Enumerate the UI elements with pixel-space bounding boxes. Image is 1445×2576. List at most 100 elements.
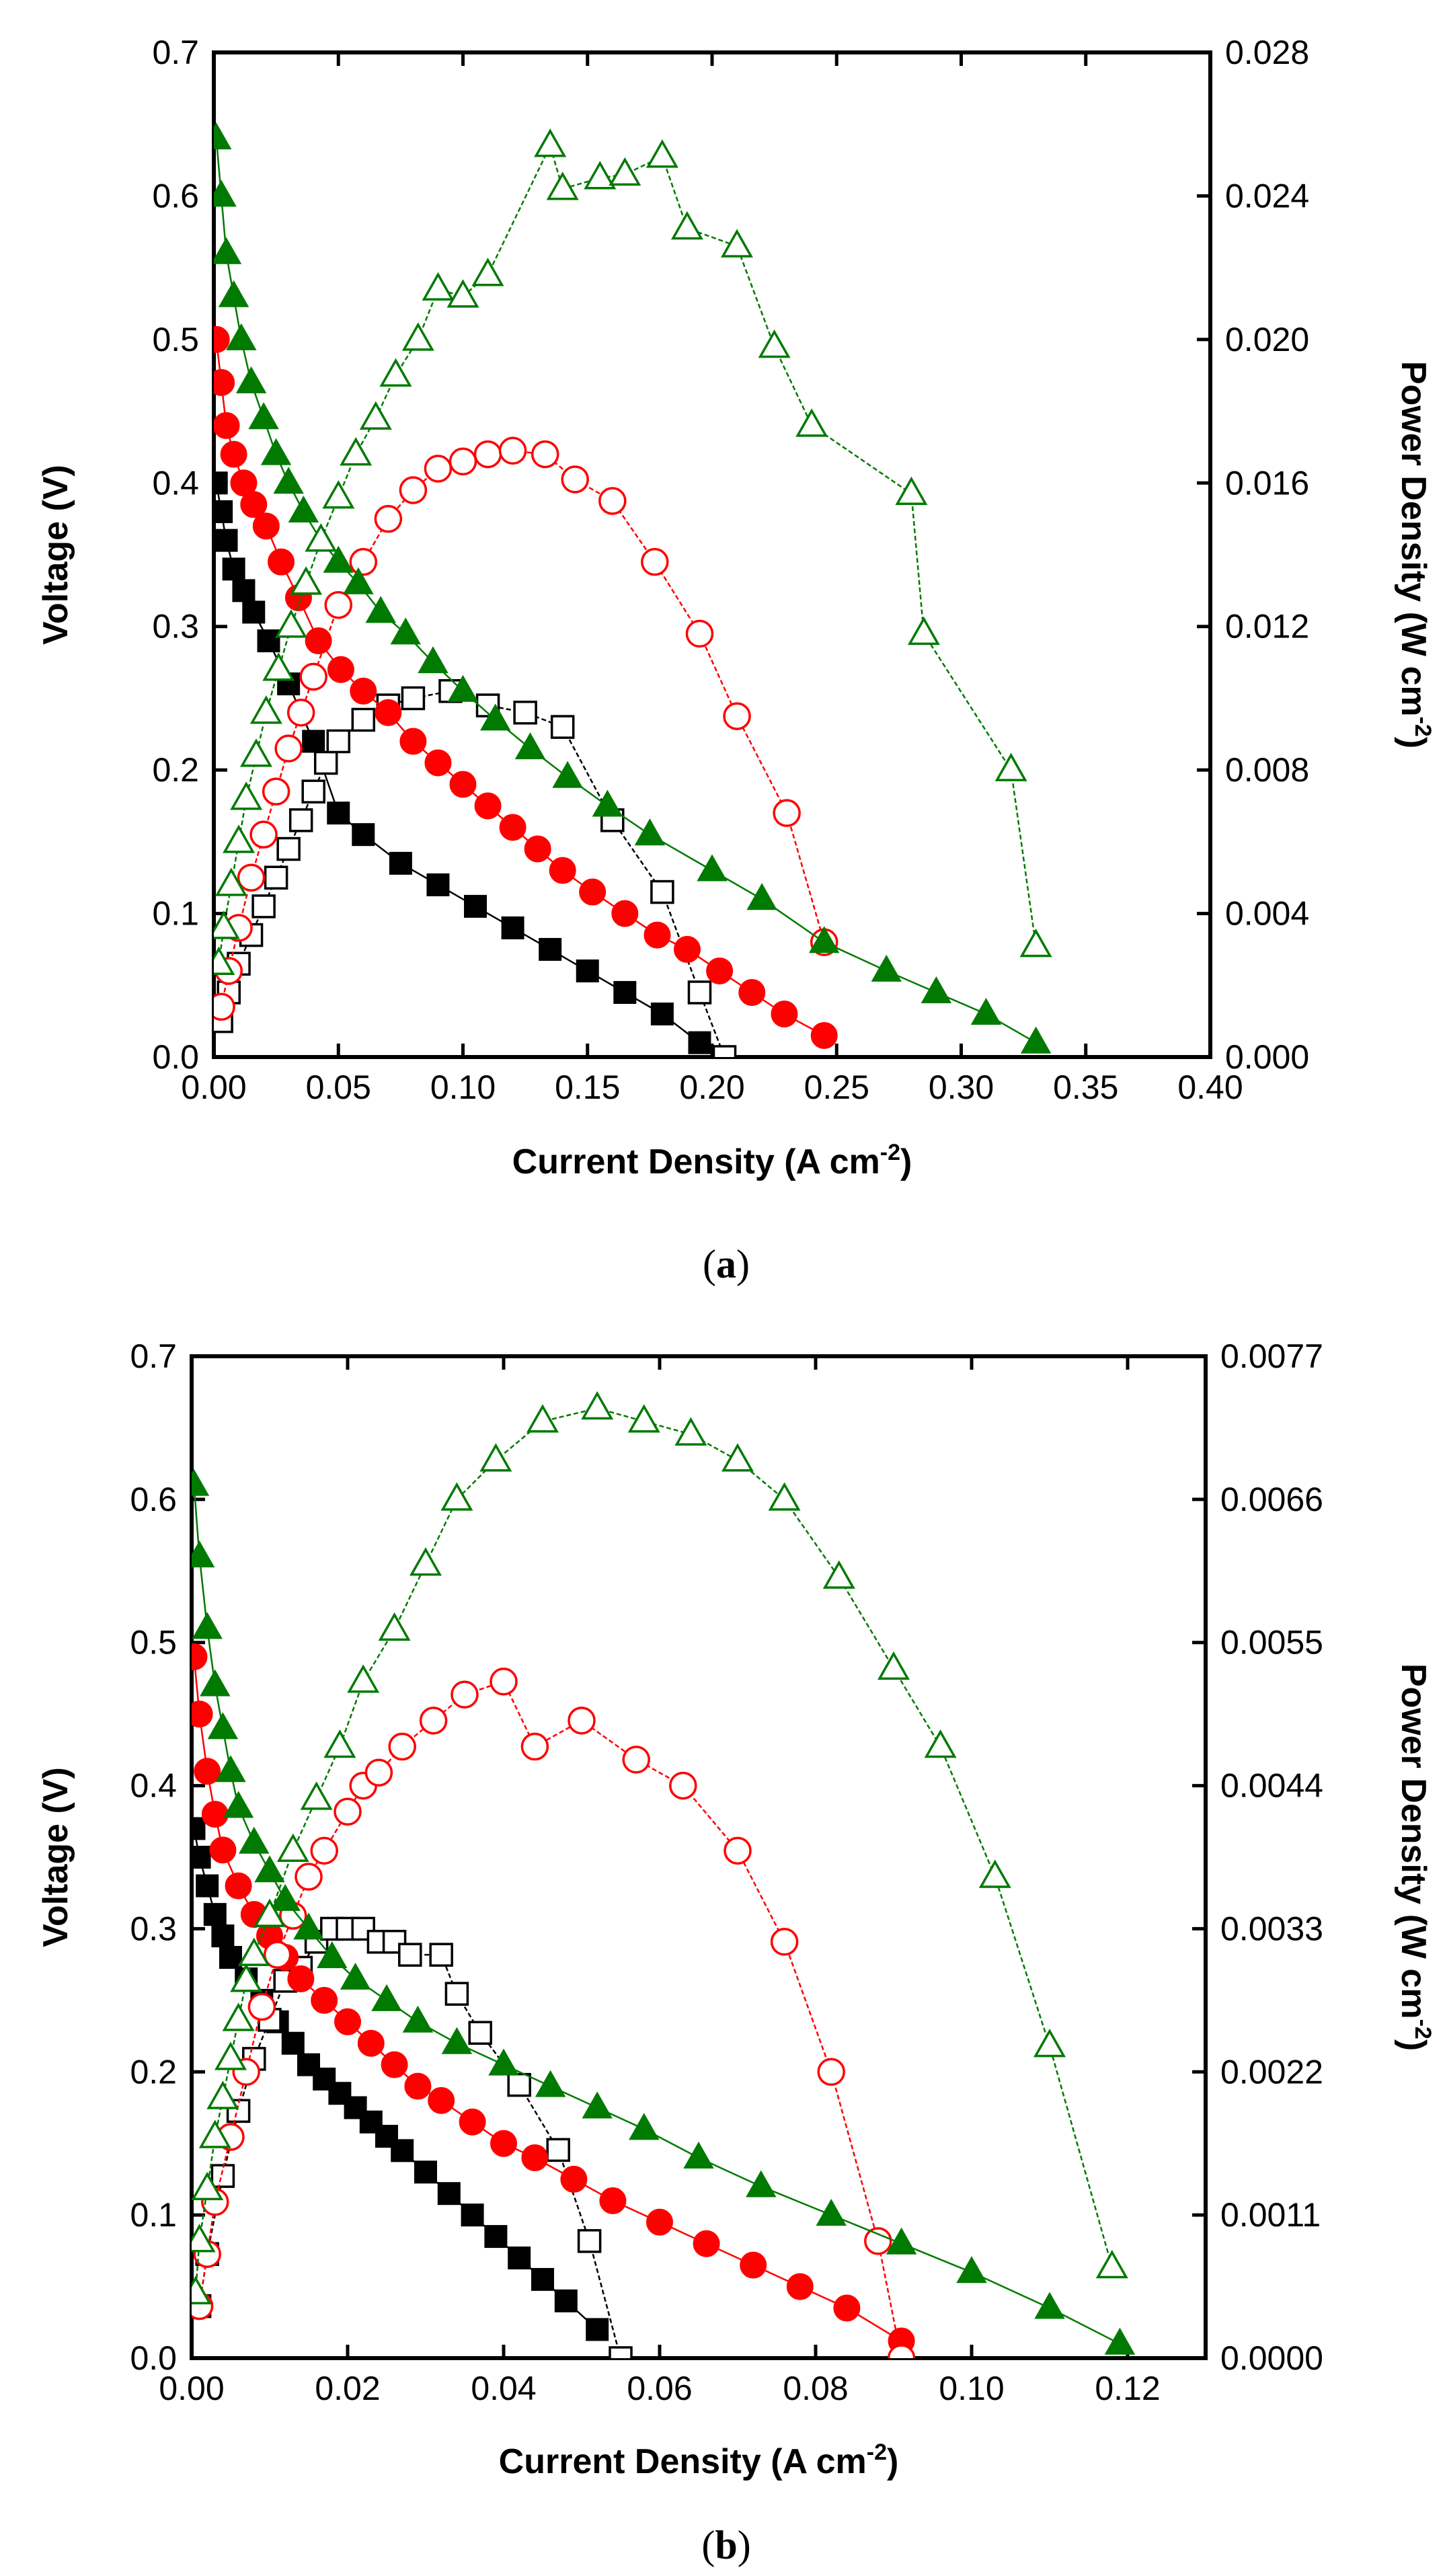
data-point-black-voltage [613, 980, 637, 1004]
x-axis-title-end: ) [887, 2442, 898, 2481]
y-tick-label: 0.1 [130, 2196, 177, 2234]
data-point-black-power [210, 2164, 235, 2188]
x-tick-label: 0.40 [1177, 1068, 1243, 1106]
data-point-green-power [230, 781, 263, 810]
data-point-green-voltage [1034, 2292, 1065, 2319]
y-tick-label: 0.5 [152, 321, 199, 358]
data-point-black-power [276, 836, 301, 861]
data-point-black-voltage [242, 600, 266, 624]
data-point-green-power [262, 652, 295, 681]
data-point-green-power [978, 1859, 1011, 1888]
data-point-black-voltage [389, 851, 412, 875]
data-point-green-voltage [214, 122, 232, 150]
data-point-green-voltage [816, 2199, 847, 2226]
data-point-red-voltage [706, 957, 734, 984]
y2-tick-label: 0.024 [1225, 177, 1309, 214]
data-point-green-voltage [1104, 2327, 1136, 2355]
data-point-black-voltage [214, 529, 238, 552]
data-point-black-voltage [391, 2139, 414, 2162]
y2-tick-label: 0.016 [1225, 464, 1309, 502]
data-point-green-power [994, 752, 1027, 781]
data-point-green-power [401, 322, 434, 351]
data-point-red-power [864, 2227, 892, 2255]
data-point-green-voltage [488, 2048, 519, 2076]
panel-b: 0.00 0.02 0.04 0.06 0.08 0.10 0.12 0.0 0.1 0.2 0.3… [36, 1337, 1436, 2567]
data-point-red-power [531, 440, 559, 469]
series-black-voltage [214, 471, 711, 1054]
data-point-red-power [817, 2058, 845, 2086]
data-point-red-voltage [214, 412, 240, 439]
data-point-red-voltage [424, 749, 452, 777]
series-red-voltage [214, 325, 838, 1049]
data-point-green-voltage [200, 1669, 231, 1696]
data-point-green-power [584, 161, 617, 190]
series-green-power [214, 128, 1052, 976]
data-point-black-voltage [192, 1817, 206, 1840]
data-point-red-power [448, 447, 477, 476]
y-tick-label: 0.5 [130, 1624, 177, 1662]
data-point-green-power [609, 157, 641, 186]
data-point-green-voltage [582, 2091, 613, 2119]
data-point-red-voltage [599, 2187, 627, 2214]
data-point-red-power [473, 440, 502, 469]
data-point-red-voltage [214, 368, 235, 396]
data-point-black-voltage [211, 1924, 235, 1948]
x-axis-title-sup: -2 [867, 2440, 887, 2465]
x-tick-label: 0.10 [430, 1068, 496, 1106]
data-point-green-power [379, 358, 412, 387]
data-point-red-voltage [225, 1872, 252, 1900]
data-point-red-power [724, 1836, 752, 1865]
data-point-green-voltage [365, 596, 396, 623]
data-point-green-voltage [402, 2005, 434, 2033]
data-point-green-power [347, 1664, 380, 1693]
data-point-green-voltage [215, 1755, 246, 1783]
series-line-red-power [198, 1680, 902, 2358]
data-point-green-voltage [418, 646, 448, 674]
x-tick-label: 0.30 [929, 1068, 994, 1106]
data-point-black-voltage [501, 916, 524, 939]
data-point-black-power [351, 707, 376, 732]
data-point-green-power [274, 609, 307, 638]
data-point-green-power [340, 437, 373, 466]
x-tick-label: 0.25 [804, 1068, 869, 1106]
data-point-green-power [546, 171, 579, 200]
panel-label-open: ( [703, 1242, 716, 1286]
data-point-black-power [326, 729, 350, 754]
data-point-green-power [646, 139, 678, 168]
y2-tick-label: 0.0011 [1220, 2196, 1321, 2234]
y2-axis-title-main: Power Density (W cm [1394, 1664, 1433, 2019]
y-tick-label: 0.0 [130, 2339, 177, 2377]
panel-label-open: ( [701, 2523, 715, 2567]
x-axis-title: Current Density (A cm-2) [499, 2440, 899, 2481]
y-tick-label: 0.6 [130, 1481, 177, 1518]
data-point-green-power [534, 128, 567, 157]
x-tick-label: 0.08 [783, 2370, 848, 2407]
data-layer [192, 1391, 1136, 2358]
data-point-green-power [214, 2041, 247, 2070]
data-point-green-power [758, 329, 791, 358]
data-point-green-power [895, 476, 928, 506]
y2-tick-label: 0.004 [1225, 895, 1309, 933]
data-point-red-power [214, 992, 235, 1021]
data-point-green-voltage [956, 2256, 987, 2284]
data-point-green-power [192, 2275, 212, 2304]
data-point-red-voltage [404, 2072, 432, 2100]
data-point-green-power [214, 867, 247, 896]
data-point-green-power [323, 1729, 356, 1758]
x-axis-title: Current Density (A cm-2) [512, 1140, 912, 1181]
y2-tick-label: 0.0022 [1220, 2053, 1323, 2091]
data-point-black-voltage [461, 2203, 484, 2227]
data-point-black-power [429, 1943, 453, 1967]
data-point-red-voltage [428, 2086, 455, 2114]
data-point-green-power [239, 738, 273, 767]
series-green-voltage [214, 122, 1052, 1054]
data-point-black-power [264, 865, 288, 890]
data-point-red-power [262, 777, 290, 806]
data-point-black-voltage [327, 802, 350, 825]
data-point-red-voltage [693, 2230, 720, 2257]
data-point-red-voltage [268, 548, 295, 576]
data-point-green-voltage [441, 2027, 473, 2054]
data-point-black-voltage [192, 1846, 211, 1869]
data-point-red-power [490, 1668, 518, 1696]
